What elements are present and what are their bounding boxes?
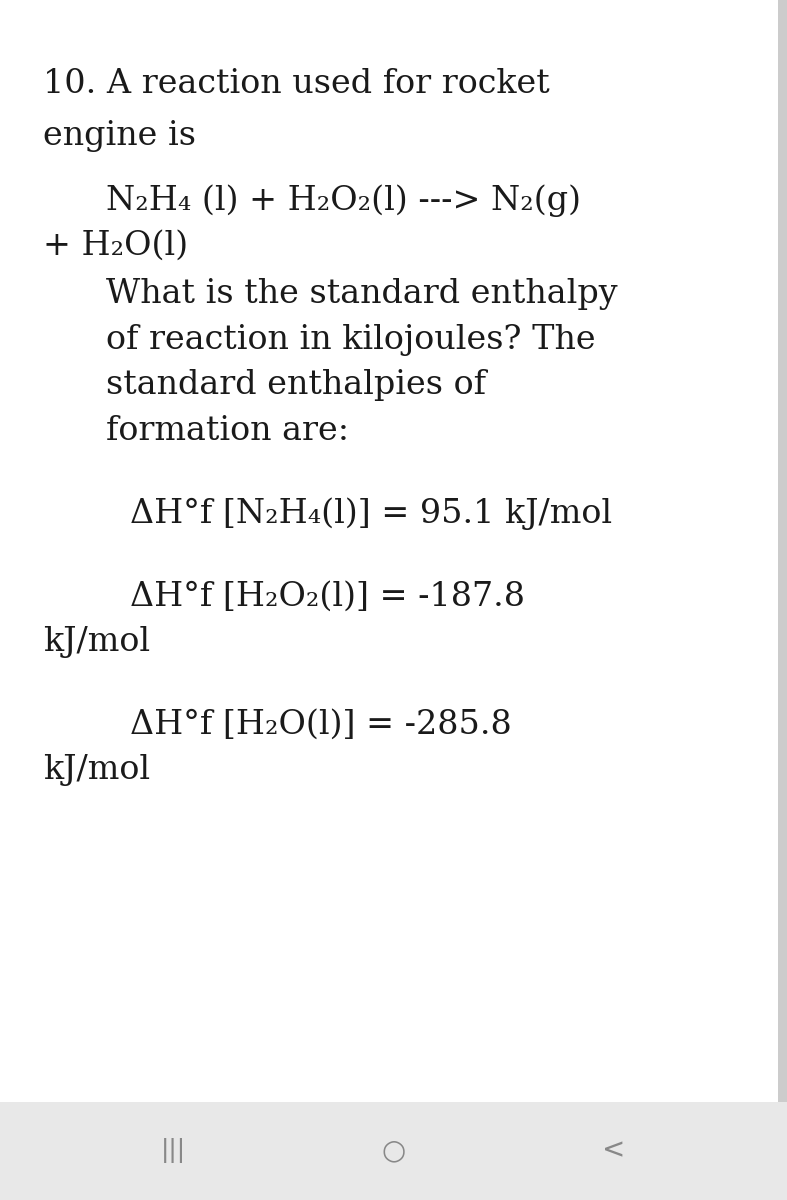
Text: N₂H₄ (l) + H₂O₂(l) ---> N₂(g): N₂H₄ (l) + H₂O₂(l) ---> N₂(g) (106, 184, 582, 217)
Text: |||: ||| (161, 1139, 186, 1163)
Bar (0, 1102, 787, 1200)
Text: engine is: engine is (43, 120, 196, 151)
Text: standard enthalpies of: standard enthalpies of (106, 370, 486, 401)
Text: + H₂O(l): + H₂O(l) (43, 230, 188, 262)
Text: ΔH°f [H₂O₂(l)] = -187.8: ΔH°f [H₂O₂(l)] = -187.8 (130, 581, 525, 612)
Text: ○: ○ (382, 1136, 405, 1165)
Text: of reaction in kilojoules? The: of reaction in kilojoules? The (106, 324, 596, 355)
Bar (778, 0, 787, 1102)
Text: What is the standard enthalpy: What is the standard enthalpy (106, 278, 618, 310)
Text: 10. A reaction used for rocket: 10. A reaction used for rocket (43, 68, 550, 100)
Text: kJ/mol: kJ/mol (43, 626, 150, 658)
Text: <: < (602, 1136, 626, 1165)
Text: ΔH°f [H₂O(l)] = -285.8: ΔH°f [H₂O(l)] = -285.8 (130, 709, 512, 740)
Text: formation are:: formation are: (106, 415, 349, 446)
Text: kJ/mol: kJ/mol (43, 755, 150, 786)
Text: ΔH°f [N₂H₄(l)] = 95.1 kJ/mol: ΔH°f [N₂H₄(l)] = 95.1 kJ/mol (130, 497, 612, 530)
